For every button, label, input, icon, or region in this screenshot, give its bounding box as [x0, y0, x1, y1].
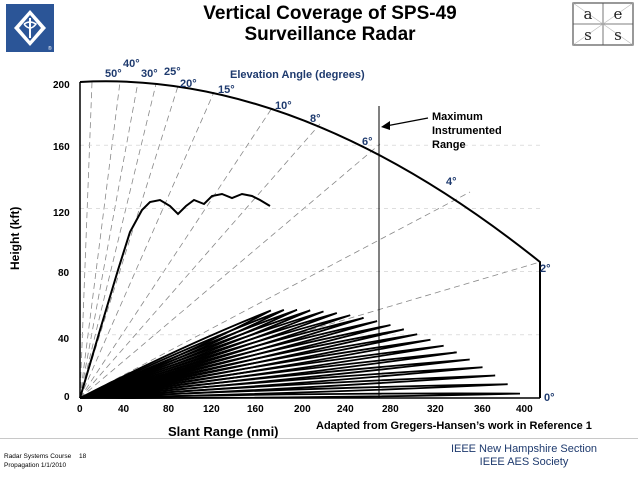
- y-tick-80: 80: [58, 268, 70, 279]
- elevation-line-8: [79, 123, 321, 399]
- title-line-2: Surveillance Radar: [244, 24, 416, 45]
- elevation-line-4: [79, 191, 471, 399]
- elev-label-20: 20°: [180, 78, 197, 90]
- elevation-line-40: [79, 81, 121, 399]
- x-axis-label: Slant Range (nmi): [168, 424, 279, 439]
- y-tick-0: 0: [64, 392, 70, 403]
- credit-text: Adapted from Gregers-Hansen’s work in Re…: [316, 420, 592, 432]
- aes-letter-a: a: [584, 5, 593, 23]
- y-tick-200: 200: [53, 80, 70, 91]
- aes-letter-e: e: [614, 5, 623, 23]
- annotation-line-3: Range: [432, 139, 466, 151]
- elevation-line-30: [79, 81, 139, 399]
- footer-topic: Propagation 1/1/2010: [4, 462, 67, 469]
- elev-label-8: 8°: [310, 113, 321, 125]
- x-tick-160: 160: [247, 404, 264, 415]
- elev-label-4: 4°: [446, 176, 457, 188]
- elev-label-10: 10°: [275, 100, 292, 112]
- footer-course: Radar Systems Course: [4, 453, 72, 460]
- x-tick-40: 40: [118, 404, 130, 415]
- coverage-lobe: [79, 328, 405, 399]
- arrow-head: [381, 121, 390, 130]
- upper-envelope: [79, 192, 271, 399]
- x-tick-320: 320: [427, 404, 444, 415]
- coverage-lobes: [79, 192, 521, 399]
- page-title: Vertical Coverage of SPS-49 Surveillance…: [120, 3, 540, 45]
- x-tick-120: 120: [203, 404, 220, 415]
- elevation-line-15: [79, 91, 215, 399]
- x-tick-400: 400: [516, 404, 533, 415]
- elevation-line-25: [79, 83, 157, 399]
- footer-divider: [0, 438, 638, 439]
- footer-course-info: Radar Systems Course 18 Propagation 1/1/…: [4, 452, 86, 470]
- elevation-line-10: [79, 107, 273, 399]
- max-range-annotation: Maximum Instrumented Range: [432, 110, 502, 152]
- elev-label-15: 15°: [218, 84, 235, 96]
- x-tick-0: 0: [77, 404, 83, 415]
- max-range-arc: [79, 80, 541, 398]
- elev-label-50: 50°: [105, 68, 122, 80]
- footer-course-line: Radar Systems Course 18: [4, 452, 86, 461]
- annotation-line-1: Maximum: [432, 111, 483, 123]
- title-line-1: Vertical Coverage of SPS-49: [203, 3, 457, 24]
- elev-label-6: 6°: [362, 136, 373, 148]
- elev-label-40: 40°: [123, 58, 140, 70]
- footer-organization: IEEE New Hampshire Section IEEE AES Soci…: [426, 443, 622, 469]
- elevation-angle-title: Elevation Angle (degrees): [230, 69, 365, 81]
- coverage-lobe: [79, 309, 272, 399]
- x-tick-360: 360: [474, 404, 491, 415]
- svg-text:®: ®: [48, 45, 52, 52]
- footer-page: 18: [79, 453, 87, 460]
- elev-label-25: 25°: [164, 66, 181, 78]
- x-tick-240: 240: [337, 404, 354, 415]
- x-tick-280: 280: [382, 404, 399, 415]
- footer-org-2: IEEE AES Society: [479, 456, 569, 468]
- x-tick-200: 200: [294, 404, 311, 415]
- aes-letter-s1: s: [584, 26, 592, 44]
- elevation-line-6: [79, 143, 381, 399]
- aes-letter-s2: s: [614, 26, 622, 44]
- coverage-lobe: [79, 309, 285, 399]
- ieee-logo: ®: [6, 4, 54, 52]
- y-tick-120: 120: [53, 208, 70, 219]
- coverage-lobe: [79, 324, 391, 399]
- aes-logo: a e s s: [572, 2, 634, 46]
- elev-label-30: 30°: [141, 68, 158, 80]
- y-tick-40: 40: [58, 334, 70, 345]
- footer-org-1: IEEE New Hampshire Section: [450, 443, 598, 455]
- elev-label-0: 0°: [544, 392, 555, 404]
- elevation-line-50: [79, 81, 93, 399]
- y-tick-160: 160: [53, 142, 70, 153]
- elev-label-2: 2°: [540, 263, 551, 275]
- x-tick-80: 80: [163, 404, 175, 415]
- y-axis-label: Height (kft): [8, 206, 22, 270]
- annotation-line-2: Instrumented: [432, 125, 502, 137]
- annotation-arrow: [385, 117, 429, 127]
